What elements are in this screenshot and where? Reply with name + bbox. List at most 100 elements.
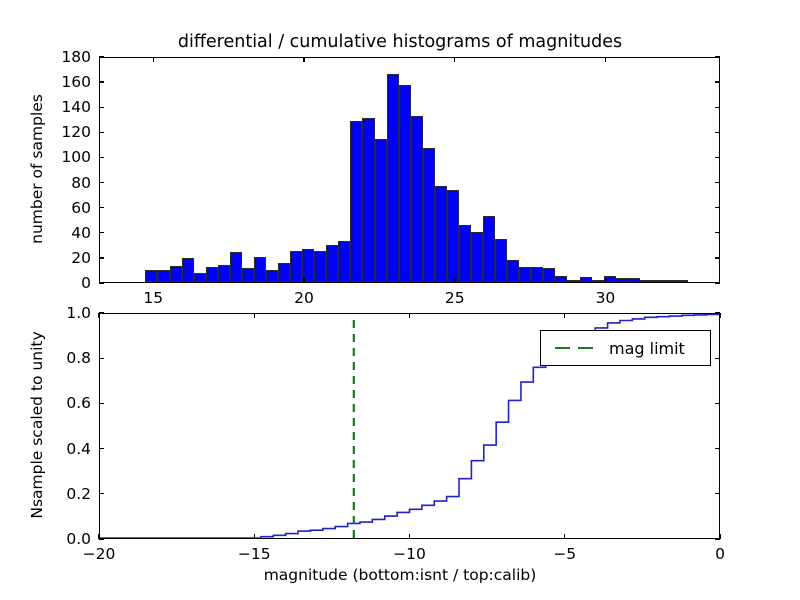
y-tick-mark — [99, 447, 104, 450]
histogram-bar — [253, 257, 266, 282]
histogram-bar — [555, 275, 568, 282]
histogram-bar — [217, 264, 230, 282]
y-tick-mark — [715, 56, 720, 58]
y-tick-label: 80 — [71, 173, 91, 192]
histogram-bar — [169, 265, 182, 282]
histogram-bar — [651, 280, 664, 282]
y-tick-label: 0.0 — [66, 530, 91, 548]
x-tick-mark — [454, 278, 456, 283]
histogram-bar — [205, 267, 218, 282]
cumulative-curve — [100, 314, 719, 538]
x-tick-label: 20 — [294, 289, 314, 307]
x-tick-label: 15 — [143, 289, 164, 307]
histogram-bar — [639, 280, 652, 282]
y-tick-label: 120 — [61, 123, 91, 142]
histogram-bar — [579, 277, 592, 282]
y-tick-label: 20 — [71, 248, 91, 267]
bottom-axes-xlabel: magnitude (bottom:isnt / top:calib) — [263, 566, 537, 584]
x-tick-mark — [98, 534, 100, 539]
y-tick-label: 140 — [61, 98, 91, 117]
y-tick-mark — [99, 257, 104, 259]
x-tick-mark — [719, 534, 721, 539]
y-tick-mark — [99, 207, 104, 209]
y-tick-mark — [715, 282, 720, 284]
bottom-axes-ylabel: Nsample scaled to unity — [28, 331, 46, 519]
y-tick-label: 0.8 — [66, 349, 91, 368]
y-tick-label: 0.4 — [66, 439, 91, 458]
y-tick-label: 0.2 — [66, 484, 91, 503]
histogram-bar — [362, 118, 375, 282]
histogram-bar — [145, 269, 158, 282]
x-tick-label: 25 — [444, 289, 465, 307]
y-tick-mark — [715, 447, 720, 450]
histogram-bar — [193, 273, 206, 282]
y-tick-mark — [715, 257, 720, 259]
y-tick-mark — [715, 81, 720, 83]
histogram-bar — [591, 279, 604, 282]
histogram-bar — [495, 238, 508, 282]
histogram-bar — [458, 224, 471, 282]
y-tick-mark — [715, 207, 720, 209]
histogram-bar — [278, 263, 291, 282]
histogram-bar — [410, 115, 423, 282]
histogram-bars-layer — [100, 58, 719, 282]
x-tick-mark — [253, 534, 255, 539]
x-tick-mark — [604, 278, 607, 283]
x-tick-mark — [564, 313, 566, 318]
histogram-bar — [422, 147, 435, 282]
differential-histogram-axes — [99, 57, 720, 283]
x-tick-label: 30 — [595, 289, 616, 307]
y-tick-label: 40 — [71, 223, 91, 242]
x-tick-mark — [152, 57, 154, 62]
histogram-bar — [446, 190, 459, 282]
y-tick-label: 0 — [81, 274, 91, 292]
legend-label-mag-limit: mag limit — [609, 338, 685, 358]
histogram-bar — [229, 252, 242, 282]
y-tick-mark — [99, 81, 104, 83]
x-tick-mark — [98, 313, 100, 318]
histogram-bar — [157, 269, 170, 282]
legend-box: mag limit — [540, 330, 711, 366]
y-tick-mark — [99, 232, 104, 234]
x-tick-mark — [454, 57, 456, 62]
histogram-bar — [470, 232, 484, 282]
histogram-bar — [326, 244, 339, 282]
histogram-bar — [627, 278, 640, 282]
histogram-bar — [290, 250, 303, 282]
x-tick-label: −20 — [82, 545, 116, 563]
y-tick-mark — [715, 232, 720, 234]
histogram-bar — [314, 250, 327, 282]
histogram-bar — [386, 73, 399, 282]
y-tick-mark — [99, 282, 104, 284]
histogram-bar — [398, 84, 411, 282]
histogram-bar — [663, 280, 676, 282]
top-axes-ylabel: number of samples — [28, 94, 46, 244]
histogram-bar — [507, 259, 520, 282]
y-tick-mark — [99, 538, 104, 540]
y-tick-label: 60 — [71, 198, 91, 217]
y-tick-mark — [715, 181, 720, 184]
y-tick-mark — [99, 357, 104, 359]
histogram-bar — [338, 241, 351, 282]
histogram-bar — [302, 248, 315, 282]
y-tick-mark — [99, 493, 104, 495]
y-tick-mark — [715, 312, 720, 314]
x-tick-label: −15 — [237, 545, 271, 563]
cumulative-line — [100, 314, 719, 538]
histogram-bar — [615, 278, 628, 282]
histogram-bar — [519, 267, 532, 282]
figure-title: differential / cumulative histograms of … — [177, 32, 623, 52]
histogram-bar — [603, 275, 616, 282]
y-tick-mark — [99, 56, 104, 58]
y-tick-label: 1.0 — [66, 304, 91, 322]
histogram-bar — [675, 280, 689, 282]
x-tick-mark — [719, 313, 721, 318]
y-tick-mark — [715, 538, 720, 540]
y-tick-mark — [99, 156, 104, 159]
x-tick-mark — [303, 57, 305, 62]
histogram-bar — [181, 258, 194, 282]
y-tick-mark — [99, 181, 104, 184]
histogram-bar — [567, 279, 580, 282]
x-tick-mark — [408, 313, 411, 318]
y-tick-mark — [715, 402, 720, 405]
